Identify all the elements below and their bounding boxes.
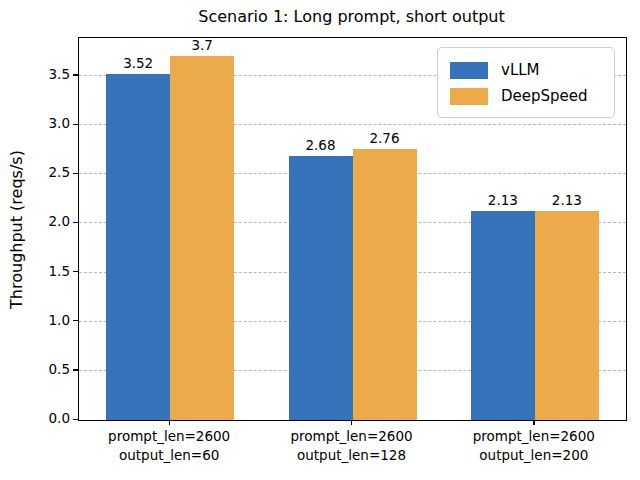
legend-entry-vllm: vLLM (450, 57, 604, 83)
bar-value-label: 2.13 (488, 192, 518, 208)
y-axis-label: Throughput (reqs/s) (7, 90, 26, 370)
x-tick-label-line: prompt_len=2600 (108, 427, 230, 446)
y-tick-label: 2.0 (30, 213, 70, 229)
bar-value-label: 2.13 (552, 192, 582, 208)
bar-vllm-group3 (471, 211, 535, 420)
y-tick-mark (73, 173, 78, 174)
y-tick-label: 2.5 (30, 164, 70, 180)
y-tick-label: 1.0 (30, 312, 70, 328)
bar-deepspeed-group3 (535, 211, 599, 420)
x-tick-label: prompt_len=2600output_len=128 (290, 427, 412, 465)
x-tick-label-line: output_len=200 (473, 446, 595, 465)
legend: vLLM DeepSpeed (437, 47, 615, 118)
x-tick-label-line: output_len=60 (108, 446, 230, 465)
bar-deepspeed-group2 (353, 149, 417, 420)
legend-entry-deepspeed: DeepSpeed (450, 83, 604, 109)
chart-title: Scenario 1: Long prompt, short output (78, 7, 625, 26)
x-tick-label-line: prompt_len=2600 (473, 427, 595, 446)
y-tick-label: 3.5 (30, 66, 70, 82)
x-tick-label-line: output_len=128 (290, 446, 412, 465)
bar-value-label: 3.52 (123, 55, 153, 71)
legend-label-deepspeed: DeepSpeed (501, 87, 588, 105)
bar-value-label: 2.76 (369, 130, 399, 146)
y-tick-mark (73, 419, 78, 420)
x-tick-mark (169, 420, 170, 425)
y-tick-mark (73, 271, 78, 272)
bar-vllm-group1 (106, 74, 170, 420)
y-tick-mark (73, 74, 78, 75)
bar-value-label: 2.68 (305, 137, 335, 153)
x-tick-label: prompt_len=2600output_len=200 (473, 427, 595, 465)
x-tick-label-line: prompt_len=2600 (290, 427, 412, 446)
vllm-color-swatch (450, 62, 488, 79)
deepspeed-color-swatch (450, 88, 488, 105)
y-tick-mark (73, 369, 78, 370)
y-tick-label: 1.5 (30, 263, 70, 279)
y-tick-mark (73, 320, 78, 321)
bar-vllm-group2 (289, 156, 353, 420)
bar-deepspeed-group1 (170, 56, 234, 420)
y-tick-label: 0.0 (30, 410, 70, 426)
y-tick-mark (73, 222, 78, 223)
y-tick-mark (73, 124, 78, 125)
y-tick-label: 3.0 (30, 115, 70, 131)
plot-area: 3.52 2.68 2.13 3.7 2.76 2.13 vLLM DeepSpeed (78, 37, 627, 421)
x-tick-label: prompt_len=2600output_len=60 (108, 427, 230, 465)
y-tick-label: 0.5 (30, 361, 70, 377)
x-tick-mark (351, 420, 352, 425)
figure: Scenario 1: Long prompt, short output Th… (0, 0, 640, 480)
legend-label-vllm: vLLM (501, 61, 540, 79)
x-tick-mark (533, 420, 534, 425)
bar-value-label: 3.7 (191, 37, 212, 53)
